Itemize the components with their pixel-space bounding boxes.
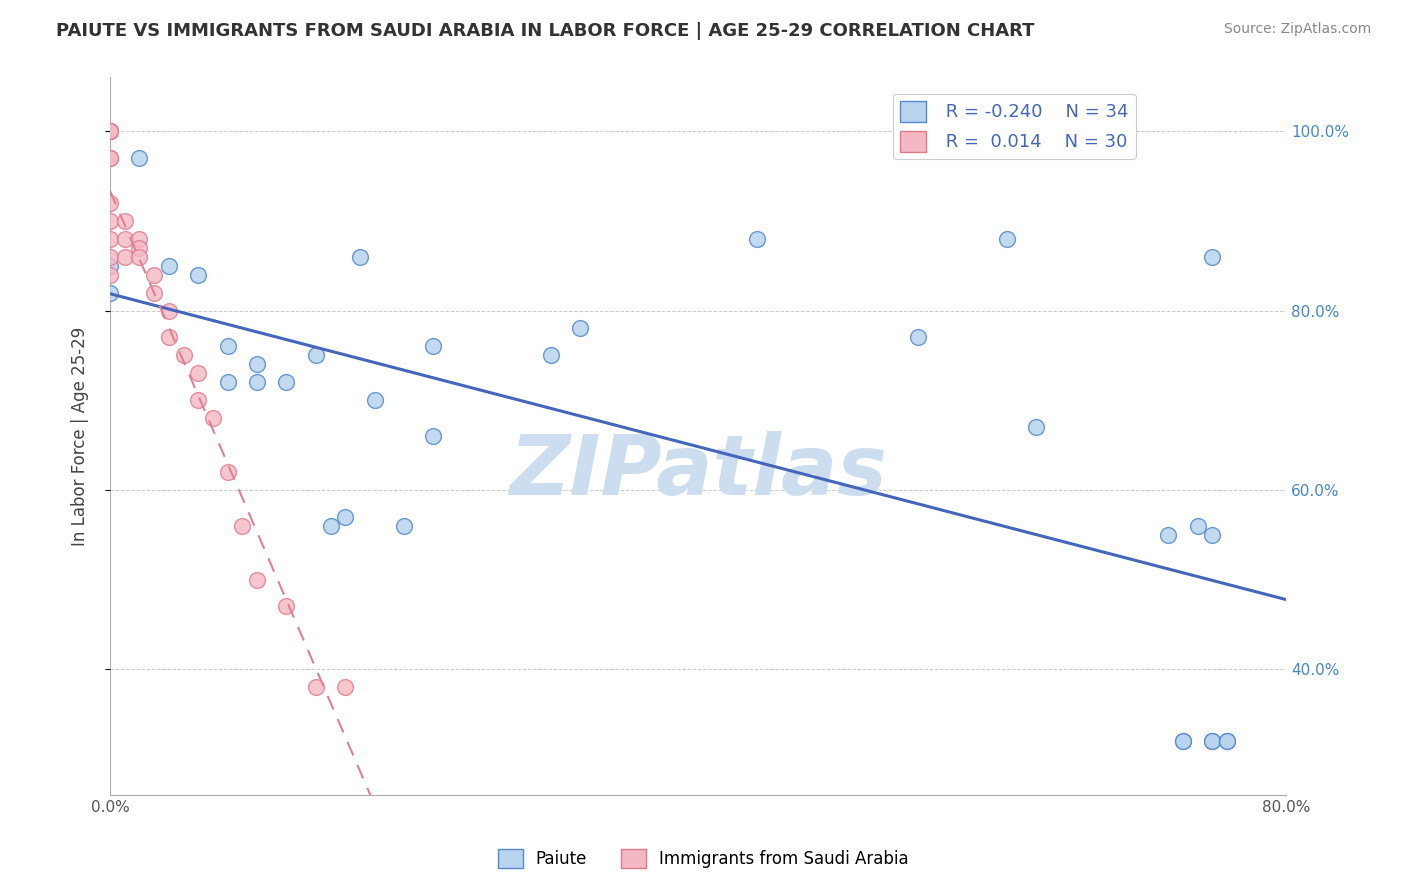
Point (1157, 527, 1180, 541)
Point (157, 259, 180, 273)
Point (1216, 734, 1239, 748)
Point (128, 151, 150, 165)
Point (540, 348, 562, 362)
Point (98, 124, 121, 138)
Point (187, 268, 209, 282)
Point (128, 232, 150, 246)
Point (98, 124, 121, 138)
Point (98, 268, 121, 282)
Point (143, 268, 166, 282)
Point (1171, 734, 1194, 748)
Point (276, 376, 298, 390)
Point (98, 232, 121, 246)
Point (1025, 420, 1047, 434)
Point (98, 151, 121, 165)
Point (217, 339, 239, 353)
Legend:  R = -0.240    N = 34,  R =  0.014    N = 30: R = -0.240 N = 34, R = 0.014 N = 30 (893, 94, 1136, 159)
Point (335, 680, 357, 694)
Point (98, 124, 121, 138)
Point (335, 509, 357, 524)
Point (305, 348, 328, 362)
Point (98, 214, 121, 228)
Point (1216, 734, 1239, 748)
Point (143, 285, 166, 300)
Y-axis label: In Labor Force | Age 25-29: In Labor Force | Age 25-29 (72, 326, 89, 546)
Point (157, 303, 180, 318)
Point (98, 151, 121, 165)
Point (98, 250, 121, 264)
Legend: Paiute, Immigrants from Saudi Arabia: Paiute, Immigrants from Saudi Arabia (491, 842, 915, 875)
Text: Source: ZipAtlas.com: Source: ZipAtlas.com (1223, 22, 1371, 37)
Point (392, 518, 415, 533)
Point (114, 232, 136, 246)
Point (246, 573, 269, 587)
Point (907, 330, 929, 344)
Point (128, 250, 150, 264)
Point (246, 357, 269, 371)
Point (995, 232, 1018, 246)
Point (363, 393, 385, 408)
Point (98, 285, 121, 300)
Point (231, 518, 253, 533)
Point (217, 376, 239, 390)
Point (305, 680, 328, 694)
Point (745, 232, 768, 246)
Point (569, 321, 592, 335)
Point (276, 599, 298, 614)
Point (1201, 734, 1223, 748)
Point (349, 250, 371, 264)
Text: ZIPatlas: ZIPatlas (509, 432, 887, 512)
Point (246, 376, 269, 390)
Point (319, 518, 342, 533)
Point (1187, 518, 1209, 533)
Point (173, 348, 195, 362)
Point (98, 196, 121, 211)
Point (1201, 250, 1223, 264)
Point (201, 411, 224, 425)
Point (217, 465, 239, 479)
Point (187, 367, 209, 381)
Point (422, 429, 444, 443)
Point (128, 241, 150, 255)
Point (157, 330, 180, 344)
Point (1201, 527, 1223, 541)
Point (1171, 734, 1194, 748)
Point (114, 214, 136, 228)
Point (422, 339, 444, 353)
Point (187, 393, 209, 408)
Point (98, 259, 121, 273)
Text: PAIUTE VS IMMIGRANTS FROM SAUDI ARABIA IN LABOR FORCE | AGE 25-29 CORRELATION CH: PAIUTE VS IMMIGRANTS FROM SAUDI ARABIA I… (56, 22, 1035, 40)
Point (114, 250, 136, 264)
Point (1201, 734, 1223, 748)
